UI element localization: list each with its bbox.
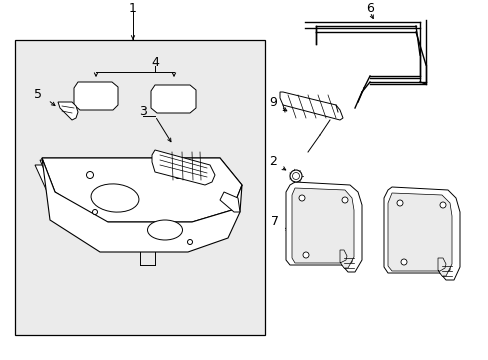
Circle shape <box>400 259 406 265</box>
Polygon shape <box>58 102 78 120</box>
Polygon shape <box>152 150 215 185</box>
Polygon shape <box>42 158 242 252</box>
Circle shape <box>341 197 347 203</box>
Text: 7: 7 <box>270 216 279 229</box>
Circle shape <box>439 202 445 208</box>
Polygon shape <box>42 158 242 222</box>
Circle shape <box>396 200 402 206</box>
Circle shape <box>187 239 192 244</box>
Polygon shape <box>387 193 451 276</box>
Ellipse shape <box>147 220 182 240</box>
Text: 6: 6 <box>366 1 373 14</box>
Bar <box>15 40 264 335</box>
Circle shape <box>303 252 308 258</box>
Circle shape <box>298 195 305 201</box>
Circle shape <box>292 172 299 180</box>
Ellipse shape <box>91 184 139 212</box>
Circle shape <box>92 210 97 215</box>
Text: 9: 9 <box>268 95 276 108</box>
Circle shape <box>174 171 181 179</box>
Polygon shape <box>40 160 240 220</box>
Text: 4: 4 <box>151 55 159 68</box>
Polygon shape <box>74 82 118 110</box>
Polygon shape <box>285 182 361 272</box>
Circle shape <box>289 170 302 182</box>
Polygon shape <box>291 188 353 268</box>
Polygon shape <box>220 192 240 212</box>
Polygon shape <box>42 158 242 222</box>
Polygon shape <box>35 165 240 222</box>
Polygon shape <box>151 85 196 113</box>
Text: 5: 5 <box>34 89 42 102</box>
Polygon shape <box>280 92 342 120</box>
Circle shape <box>86 171 93 179</box>
Text: 3: 3 <box>139 105 146 118</box>
Polygon shape <box>383 187 459 280</box>
Text: 8: 8 <box>432 195 440 208</box>
Text: 2: 2 <box>268 156 276 168</box>
Text: 1: 1 <box>129 1 137 14</box>
